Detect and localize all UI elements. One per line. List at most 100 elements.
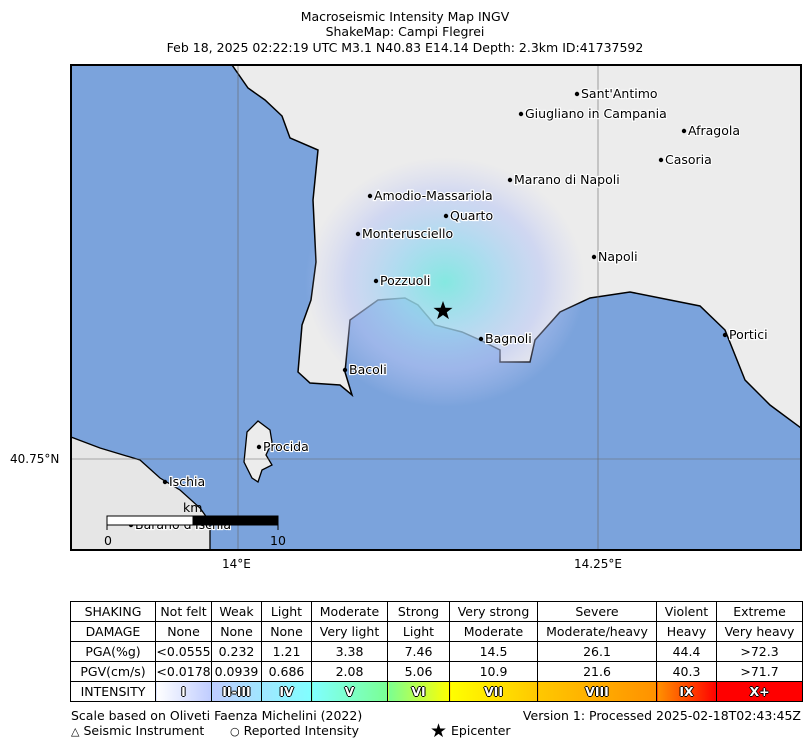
legend-cell: None bbox=[261, 621, 312, 642]
event-info: Feb 18, 2025 02:22:19 UTC M3.1 N40.83 E1… bbox=[166, 40, 644, 55]
legend-cell: 44.4 bbox=[656, 641, 717, 662]
legend-cell: Violent bbox=[656, 601, 717, 622]
epicenter-label: Epicenter bbox=[451, 723, 511, 738]
city-marker bbox=[162, 479, 168, 485]
city-marker bbox=[342, 367, 348, 373]
legend-row-label: PGV(cm/s) bbox=[70, 661, 156, 682]
city-marker bbox=[574, 91, 580, 97]
intensity-row-label: INTENSITY bbox=[70, 681, 156, 702]
legend-cell: 21.6 bbox=[537, 661, 657, 682]
city-label: Napoli bbox=[598, 249, 638, 264]
legend-cell: >71.7 bbox=[716, 661, 803, 682]
legend-cell: >72.3 bbox=[716, 641, 803, 662]
city-label: Procida bbox=[263, 439, 309, 454]
city-marker bbox=[722, 332, 728, 338]
city-marker bbox=[373, 278, 379, 284]
city-label: Monterusciello bbox=[362, 226, 453, 241]
city-label: Amodio-Massariola bbox=[374, 188, 493, 203]
legend-cell: Moderate bbox=[311, 601, 388, 622]
city-label: Bacoli bbox=[349, 362, 387, 377]
intensity-cell: IV bbox=[261, 681, 312, 702]
legend-cell: 10.9 bbox=[449, 661, 538, 682]
intensity-cell: VII bbox=[449, 681, 538, 702]
scale-bar-unit: km bbox=[183, 500, 202, 515]
epicenter-star bbox=[433, 301, 453, 320]
intensity-row: INTENSITY I II-III IV V VI VII VIII IX X+ bbox=[70, 681, 803, 702]
procida-island bbox=[243, 420, 273, 484]
circle-icon: ○ bbox=[230, 725, 240, 738]
legend-cell: Very light bbox=[311, 621, 388, 642]
map-frame bbox=[70, 64, 802, 551]
legend-row: DAMAGE None None None Very light Light Moderat… bbox=[70, 621, 803, 642]
legend-cell: <0.0555 bbox=[155, 641, 212, 662]
legend-row: PGA(%g) <0.0555 0.232 1.21 3.38 7.46 14.5 26.1 4… bbox=[70, 641, 803, 662]
city-label: Portici bbox=[729, 327, 768, 342]
legend-cell: Strong bbox=[387, 601, 450, 622]
legend-cell: 26.1 bbox=[537, 641, 657, 662]
seismic-instrument-label: Seismic Instrument bbox=[83, 723, 205, 738]
legend-row-label: SHAKING bbox=[70, 601, 156, 622]
reported-intensity-legend: ○ Reported Intensity bbox=[230, 723, 359, 738]
city-label: Sant'Antimo bbox=[581, 86, 658, 101]
city-marker bbox=[256, 444, 262, 450]
city-label: Bagnoli bbox=[485, 331, 532, 346]
city-marker bbox=[507, 177, 513, 183]
legend-row-label: PGA(%g) bbox=[70, 641, 156, 662]
epicenter-legend: ★ Epicenter bbox=[430, 720, 511, 742]
legend-cell: 0.686 bbox=[261, 661, 312, 682]
triangle-icon: △ bbox=[71, 725, 80, 738]
city-marker bbox=[518, 111, 524, 117]
intensity-legend: SHAKING Not felt Weak Light Moderate Strong Ve… bbox=[70, 601, 803, 702]
map-subtitle: ShakeMap: Campi Flegrei bbox=[325, 24, 485, 39]
scale-note: Scale based on Oliveti Faenza Michelini … bbox=[71, 708, 363, 723]
legend-cell: 40.3 bbox=[656, 661, 717, 682]
legend-cell: Not felt bbox=[155, 601, 212, 622]
legend-row: PGV(cm/s) <0.0178 0.0939 0.686 2.08 5.06 10.9 2… bbox=[70, 661, 803, 682]
star-icon: ★ bbox=[430, 720, 448, 742]
scale-bar-start: 0 bbox=[104, 533, 112, 548]
intensity-cell: II-III bbox=[211, 681, 262, 702]
legend-cell: Light bbox=[261, 601, 312, 622]
scale-bar: km 0 10 bbox=[104, 500, 286, 548]
intensity-cell: VI bbox=[387, 681, 450, 702]
legend-cell: Moderate bbox=[449, 621, 538, 642]
city-marker bbox=[591, 254, 597, 260]
legend-cell: Severe bbox=[537, 601, 657, 622]
city-marker bbox=[478, 336, 484, 342]
lon-label-14: 14°E bbox=[222, 557, 251, 571]
city-marker bbox=[681, 128, 687, 134]
legend-cell: 5.06 bbox=[387, 661, 450, 682]
city-label: Pozzuoli bbox=[380, 273, 430, 288]
intensity-cell: V bbox=[311, 681, 388, 702]
legend-cell: Weak bbox=[211, 601, 262, 622]
legend-cell: Heavy bbox=[656, 621, 717, 642]
city-label: Ischia bbox=[169, 474, 205, 489]
legend-cell: Very heavy bbox=[716, 621, 803, 642]
intensity-cell: X+ bbox=[716, 681, 803, 702]
lat-label: 40.75°N bbox=[10, 452, 60, 466]
legend-cell: Extreme bbox=[716, 601, 803, 622]
legend-row-label: DAMAGE bbox=[70, 621, 156, 642]
legend-cell: <0.0178 bbox=[155, 661, 212, 682]
legend-cell: None bbox=[211, 621, 262, 642]
legend-cell: 0.232 bbox=[211, 641, 262, 662]
city-marker bbox=[658, 157, 664, 163]
intensity-cell: IX bbox=[656, 681, 717, 702]
legend-cell: 14.5 bbox=[449, 641, 538, 662]
legend-cell: Very strong bbox=[449, 601, 538, 622]
legend-cell: 2.08 bbox=[311, 661, 388, 682]
reported-intensity-label: Reported Intensity bbox=[243, 723, 360, 738]
legend-cell: Moderate/heavy bbox=[537, 621, 657, 642]
city-label: Marano di Napoli bbox=[514, 172, 620, 187]
legend-cell: Light bbox=[387, 621, 450, 642]
city-label: Quarto bbox=[450, 208, 493, 223]
shakemap: Sant'Antimo Giugliano in Campania Afragola… bbox=[70, 64, 802, 551]
version-info: Version 1: Processed 2025-02-18T02:43:45… bbox=[522, 708, 801, 723]
map-title: Macroseismic Intensity Map INGV bbox=[300, 9, 510, 24]
legend-cell: 3.38 bbox=[311, 641, 388, 662]
legend-cell: 1.21 bbox=[261, 641, 312, 662]
intensity-cell: VIII bbox=[537, 681, 657, 702]
city-marker bbox=[367, 193, 373, 199]
city-marker bbox=[355, 231, 361, 237]
legend-row: SHAKING Not felt Weak Light Moderate Strong Ve… bbox=[70, 601, 803, 622]
